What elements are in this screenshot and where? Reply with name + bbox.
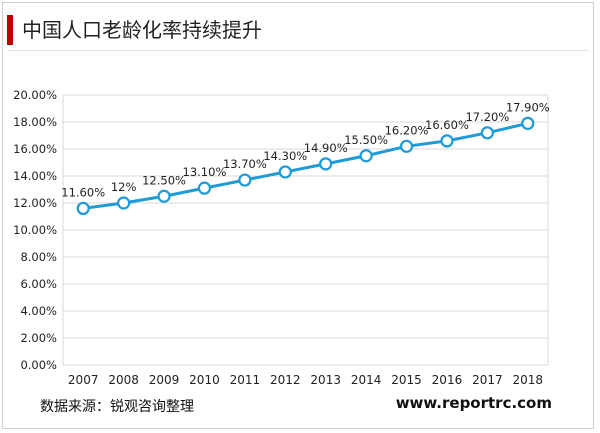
data-point (480, 126, 494, 140)
x-tick-label: 2010 (189, 373, 220, 387)
data-label: 12% (111, 180, 137, 194)
y-tick-label: 10.00% (13, 223, 57, 237)
x-tick-label: 2015 (391, 373, 422, 387)
data-label: 14.90% (304, 141, 348, 155)
data-point (157, 189, 171, 203)
y-tick-label: 16.00% (13, 142, 57, 156)
data-point (399, 139, 414, 153)
y-tick-label: 20.00% (13, 88, 57, 102)
data-label: 14.30% (263, 149, 307, 163)
data-point (117, 196, 131, 210)
data-point (278, 165, 292, 179)
x-tick-label: 2018 (513, 373, 544, 387)
x-tick-label: 2009 (149, 373, 180, 387)
title-accent-bar (7, 15, 13, 45)
x-tick-label: 2008 (108, 373, 139, 387)
chart-frame (2, 2, 594, 429)
y-tick-label: 8.00% (20, 250, 57, 264)
series-line (83, 121, 529, 210)
data-point (238, 173, 252, 187)
data-point (440, 134, 454, 148)
source-note: 数据来源：锐观咨询整理 (40, 399, 194, 415)
x-tick-label: 2011 (230, 373, 261, 387)
y-tick-label: 2.00% (20, 331, 57, 345)
data-point (521, 116, 535, 130)
data-point (359, 149, 373, 163)
y-tick-label: 12.00% (13, 196, 57, 210)
data-point (76, 201, 90, 215)
x-tick-label: 2017 (472, 373, 503, 387)
x-tick-label: 2012 (270, 373, 301, 387)
title-divider (7, 50, 589, 51)
data-point (197, 181, 212, 195)
data-label: 11.60% (61, 185, 105, 199)
data-label: 13.70% (223, 157, 267, 171)
x-tick-label: 2016 (432, 373, 463, 387)
y-tick-label: 6.00% (20, 277, 57, 291)
data-label: 15.50% (344, 133, 388, 147)
data-label: 13.10% (183, 165, 227, 179)
y-tick-label: 18.00% (13, 115, 57, 129)
page-title: 中国人口老龄化率持续提升 (22, 18, 262, 42)
data-label: 16.60% (425, 118, 469, 132)
y-tick-label: 0.00% (20, 358, 57, 372)
x-tick-label: 2013 (310, 373, 341, 387)
data-label: 17.90% (506, 100, 550, 114)
website-label: www.reportrc.com (395, 394, 552, 412)
data-point (319, 157, 333, 171)
data-label: 16.20% (385, 123, 429, 137)
x-tick-label: 2007 (68, 373, 99, 387)
data-label: 17.20% (465, 110, 509, 124)
y-tick-label: 4.00% (20, 304, 57, 318)
y-tick-label: 14.00% (13, 169, 57, 183)
x-tick-label: 2014 (351, 373, 382, 387)
data-label: 12.50% (142, 173, 186, 187)
